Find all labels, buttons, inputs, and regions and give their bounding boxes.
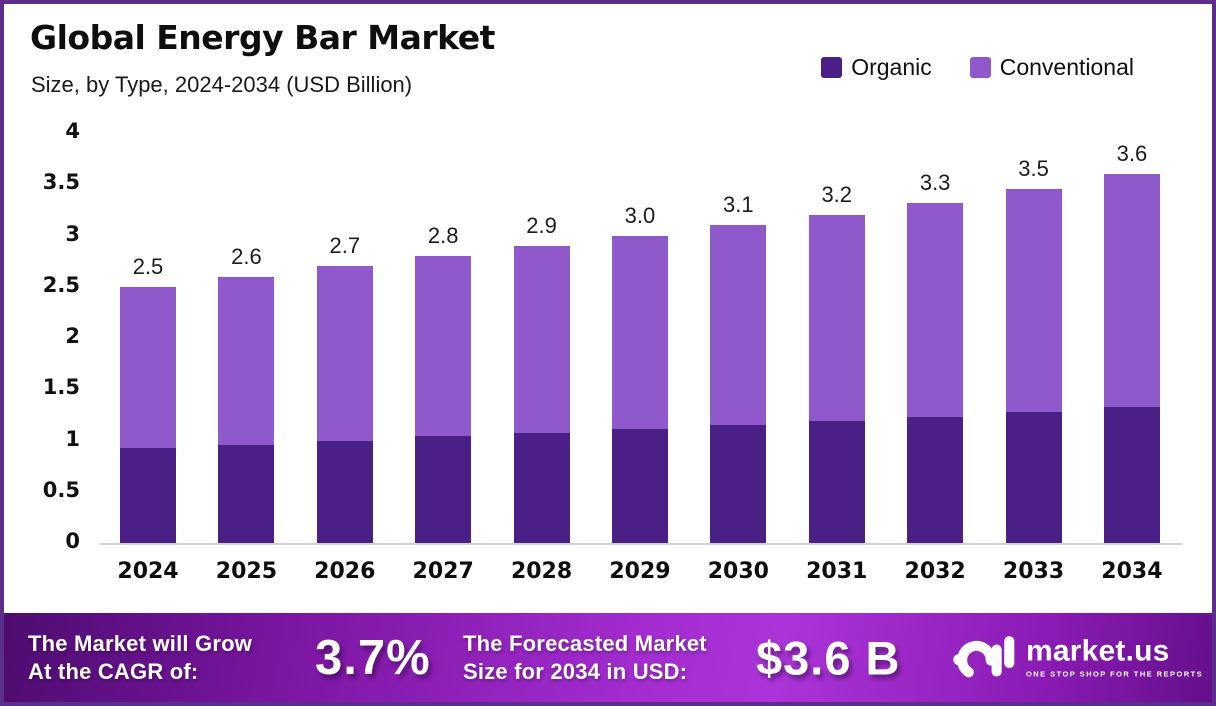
segment-conventional [611, 235, 668, 430]
y-tick-3: 3 [65, 221, 80, 246]
segment-conventional [907, 202, 964, 417]
x-tick-2031: 2031 [806, 559, 868, 584]
cagr-label-line1: The Market will Grow [28, 630, 253, 656]
bar-total-label: 3.3 [919, 169, 951, 195]
x-tick-2024: 2024 [117, 559, 179, 584]
bar-2030: 3.1 2030 [708, 192, 769, 584]
x-tick-2034: 2034 [1101, 559, 1163, 584]
x-tick-2029: 2029 [609, 559, 671, 584]
logo-tagline: ONE STOP SHOP FOR THE REPORTS [1026, 669, 1204, 679]
forecast-value: $3.6 B [756, 631, 901, 684]
bar-total-label: 2.7 [329, 233, 361, 259]
logo-name: market.us [1026, 634, 1170, 668]
y-tick-1.5: 1.5 [42, 375, 80, 400]
marketus-swirl-icon [952, 627, 1016, 688]
bar-total-label: 3.2 [821, 182, 853, 208]
segment-conventional [513, 245, 570, 434]
legend-swatch [821, 57, 843, 78]
segment-organic [218, 444, 275, 543]
bar-2025: 2.6 2025 [216, 244, 277, 584]
bar-total-label: 3.1 [723, 192, 754, 218]
segment-organic [415, 436, 472, 543]
cagr-value: 3.7% [315, 630, 431, 685]
segment-conventional [218, 276, 275, 445]
y-tick-0.5: 0.5 [42, 477, 80, 502]
segment-conventional [1103, 174, 1160, 407]
segment-organic [1103, 406, 1160, 543]
bar-total-label: 3.0 [624, 202, 656, 228]
page-title: Global Energy Bar Market [30, 18, 495, 57]
legend-item-organic: Organic [821, 54, 932, 81]
bar-2024: 2.5 2024 [117, 254, 178, 584]
bar-total-label: 3.5 [1018, 156, 1049, 182]
cagr-label-line2: At the CAGR of: [28, 658, 199, 684]
cagr-label: The Market will Grow At the CAGR of: [28, 629, 252, 685]
bar-2032: 3.3 2032 [905, 170, 966, 584]
segment-conventional [1005, 189, 1062, 412]
y-tick-2.5: 2.5 [42, 272, 80, 297]
x-tick-2028: 2028 [510, 559, 573, 584]
bar-total-label: 2.5 [132, 253, 164, 279]
bar-2027: 2.8 2027 [413, 223, 474, 584]
forecast-label-line2: Size for 2034 in USD: [463, 658, 688, 684]
x-tick-2033: 2033 [1002, 559, 1065, 584]
forecast-label-line1: The Forecasted Market [463, 630, 707, 656]
bar-2031: 3.2 2031 [806, 182, 867, 584]
bar-2029: 3.0 2029 [609, 203, 670, 584]
legend-label: Conventional [999, 54, 1134, 80]
x-tick-2025: 2025 [215, 559, 278, 584]
bar-2034: 3.6 2034 [1101, 141, 1162, 584]
bar-total-label: 2.8 [427, 223, 459, 249]
legend-item-conventional: Conventional [969, 54, 1134, 81]
y-tick-2: 2 [65, 324, 80, 348]
logo-text-block: market.us ONE STOP SHOP FOR THE REPORTS [1026, 634, 1204, 679]
x-axis-line [100, 543, 1182, 545]
x-tick-2032: 2032 [904, 559, 966, 584]
y-tick-1: 1 [65, 426, 80, 451]
segment-organic [120, 447, 176, 543]
segment-conventional [710, 225, 767, 426]
legend-swatch [969, 57, 991, 78]
bar-2028: 2.9 2028 [511, 213, 572, 584]
x-tick-2026: 2026 [314, 559, 376, 584]
bar-total-label: 2.6 [231, 243, 262, 269]
forecast-label: The Forecasted Market Size for 2034 in U… [463, 629, 707, 685]
segment-organic [611, 429, 668, 543]
segment-conventional [415, 256, 472, 437]
marketus-logo: market.us ONE STOP SHOP FOR THE REPORTS [952, 627, 1203, 688]
segment-organic [513, 433, 570, 543]
bar-total-label: 3.6 [1116, 141, 1148, 167]
bar-2026: 2.7 2026 [314, 233, 375, 584]
y-tick-4: 4 [65, 119, 80, 143]
plot-area: 2.5 2024 2.6 2025 2.7 2026 2.8 2027 2.9 2028 3.0 20… [100, 133, 1180, 584]
segment-conventional [808, 215, 865, 422]
segment-organic [1005, 411, 1062, 543]
segment-conventional [316, 266, 373, 441]
bar-total-label: 2.9 [526, 212, 557, 238]
segment-organic [808, 421, 865, 543]
segment-organic [710, 425, 767, 543]
x-tick-2027: 2027 [412, 559, 474, 584]
y-tick-3.5: 3.5 [42, 170, 80, 195]
y-tick-0: 0 [65, 529, 80, 553]
segment-organic [316, 440, 373, 543]
legend-label: Organic [851, 54, 932, 80]
segment-conventional [120, 286, 176, 448]
chart-canvas: Global Energy Bar Market Size, by Type, … [4, 4, 1212, 702]
footer-banner: The Market will Grow At the CAGR of: 3.7… [4, 613, 1212, 702]
page-subtitle: Size, by Type, 2024-2034 (USD Billion) [31, 72, 413, 97]
bar-2033: 3.5 2033 [1003, 156, 1064, 584]
x-tick-2030: 2030 [707, 559, 769, 584]
segment-organic [907, 416, 964, 543]
chart-legend: Organic Conventional [821, 54, 1134, 81]
